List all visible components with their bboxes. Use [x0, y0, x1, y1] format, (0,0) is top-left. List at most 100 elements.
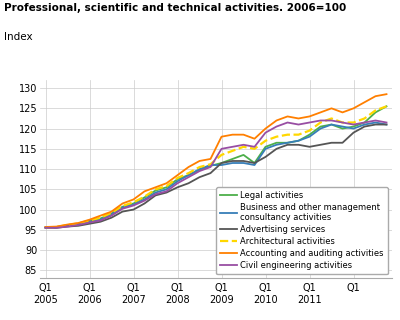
- Civil engineering activities: [252, 145, 257, 149]
- Architectural activities: [318, 121, 323, 124]
- Civil engineering activities: [307, 121, 312, 124]
- Legal activities: [362, 121, 367, 124]
- Advertising services: [263, 155, 268, 159]
- Accounting and auditing activities: [175, 173, 180, 177]
- Legal activities: [263, 145, 268, 149]
- Business and other management
consultancy activities: [208, 163, 213, 167]
- Advertising services: [230, 159, 235, 163]
- Legal activities: [384, 104, 389, 108]
- Civil engineering activities: [120, 207, 125, 211]
- Business and other management
consultancy activities: [142, 197, 147, 201]
- Accounting and auditing activities: [142, 189, 147, 193]
- Business and other management
consultancy activities: [175, 179, 180, 183]
- Civil engineering activities: [362, 121, 367, 124]
- Accounting and auditing activities: [109, 210, 114, 213]
- Civil engineering activities: [340, 121, 345, 124]
- Accounting and auditing activities: [318, 110, 323, 114]
- Architectural activities: [153, 188, 158, 191]
- Civil engineering activities: [318, 119, 323, 123]
- Advertising services: [98, 220, 103, 224]
- Civil engineering activities: [329, 119, 334, 123]
- Civil engineering activities: [373, 119, 378, 123]
- Advertising services: [131, 208, 136, 212]
- Legal activities: [186, 173, 191, 177]
- Legal activities: [296, 139, 301, 143]
- Legal activities: [109, 212, 114, 216]
- Civil engineering activities: [296, 123, 301, 126]
- Accounting and auditing activities: [98, 214, 103, 218]
- Civil engineering activities: [109, 214, 114, 218]
- Legal activities: [329, 123, 334, 126]
- Business and other management
consultancy activities: [296, 139, 301, 143]
- Legal activities: [142, 196, 147, 199]
- Architectural activities: [76, 221, 81, 225]
- Business and other management
consultancy activities: [285, 141, 290, 145]
- Architectural activities: [186, 171, 191, 175]
- Business and other management
consultancy activities: [43, 226, 48, 229]
- Accounting and auditing activities: [65, 223, 70, 227]
- Line: Legal activities: Legal activities: [46, 106, 386, 228]
- Architectural activities: [65, 223, 70, 227]
- Legal activities: [43, 226, 48, 229]
- Business and other management
consultancy activities: [87, 220, 92, 224]
- Advertising services: [142, 202, 147, 205]
- Legal activities: [54, 225, 59, 229]
- Advertising services: [65, 225, 70, 228]
- Civil engineering activities: [142, 199, 147, 203]
- Accounting and auditing activities: [164, 181, 169, 185]
- Accounting and auditing activities: [153, 185, 158, 189]
- Advertising services: [384, 123, 389, 126]
- Architectural activities: [109, 211, 114, 215]
- Business and other management
consultancy activities: [219, 163, 224, 167]
- Advertising services: [76, 224, 81, 228]
- Advertising services: [164, 191, 169, 195]
- Accounting and auditing activities: [296, 116, 301, 120]
- Business and other management
consultancy activities: [153, 191, 158, 195]
- Civil engineering activities: [98, 219, 103, 222]
- Legal activities: [241, 153, 246, 157]
- Accounting and auditing activities: [351, 107, 356, 110]
- Advertising services: [186, 181, 191, 185]
- Line: Civil engineering activities: Civil engineering activities: [46, 121, 386, 228]
- Business and other management
consultancy activities: [131, 203, 136, 207]
- Civil engineering activities: [197, 169, 202, 173]
- Business and other management
consultancy activities: [340, 125, 345, 129]
- Architectural activities: [219, 153, 224, 157]
- Advertising services: [120, 210, 125, 213]
- Business and other management
consultancy activities: [351, 127, 356, 131]
- Business and other management
consultancy activities: [76, 222, 81, 226]
- Advertising services: [153, 194, 158, 197]
- Accounting and auditing activities: [285, 115, 290, 118]
- Legal activities: [274, 141, 279, 145]
- Business and other management
consultancy activities: [186, 173, 191, 177]
- Line: Accounting and auditing activities: Accounting and auditing activities: [46, 94, 386, 227]
- Legal activities: [65, 223, 70, 227]
- Business and other management
consultancy activities: [263, 147, 268, 151]
- Legal activities: [153, 188, 158, 192]
- Advertising services: [274, 147, 279, 151]
- Legal activities: [307, 133, 312, 137]
- Legal activities: [197, 168, 202, 172]
- Civil engineering activities: [219, 147, 224, 151]
- Advertising services: [373, 123, 378, 126]
- Legal activities: [373, 110, 378, 114]
- Advertising services: [351, 131, 356, 134]
- Business and other management
consultancy activities: [318, 127, 323, 131]
- Civil engineering activities: [285, 121, 290, 124]
- Architectural activities: [230, 149, 235, 153]
- Legal activities: [219, 161, 224, 165]
- Legal activities: [87, 219, 92, 223]
- Legal activities: [98, 217, 103, 220]
- Accounting and auditing activities: [197, 159, 202, 163]
- Legal activities: [120, 205, 125, 209]
- Civil engineering activities: [87, 220, 92, 224]
- Legal activities: [252, 161, 257, 165]
- Civil engineering activities: [263, 131, 268, 134]
- Legal activities: [340, 127, 345, 131]
- Civil engineering activities: [384, 121, 389, 124]
- Legend: Legal activities, Business and other management
consultancy activities, Advertis: Legal activities, Business and other man…: [216, 187, 388, 274]
- Line: Architectural activities: Architectural activities: [46, 106, 386, 228]
- Business and other management
consultancy activities: [197, 167, 202, 171]
- Architectural activities: [329, 116, 334, 120]
- Architectural activities: [252, 147, 257, 151]
